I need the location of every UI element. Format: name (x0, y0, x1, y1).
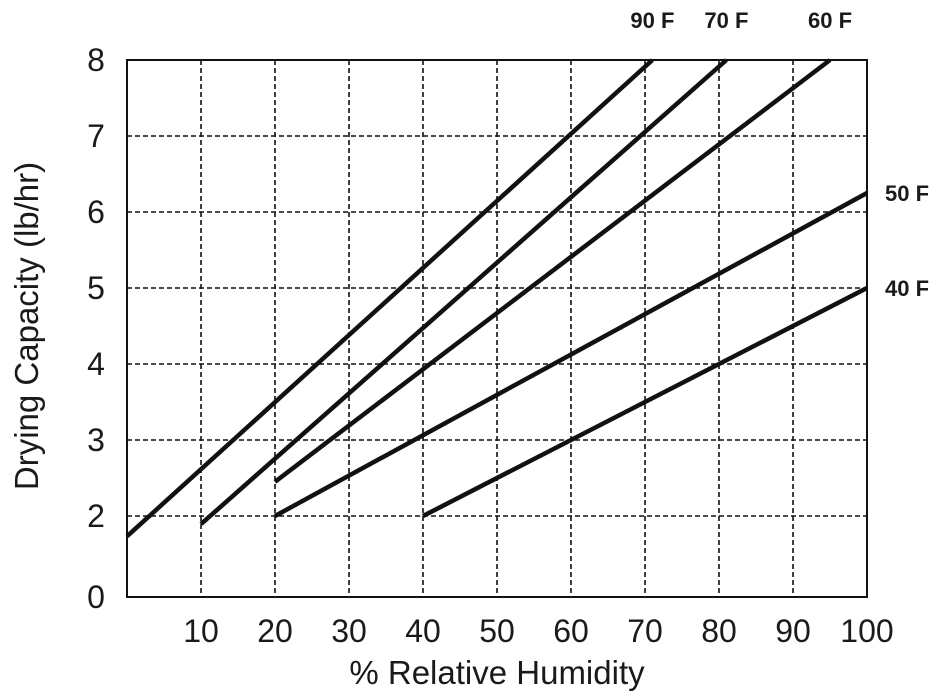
y-tick-label: 0 (87, 579, 105, 615)
series-label: 60 F (808, 8, 852, 33)
x-tick-label: 100 (840, 613, 893, 649)
x-tick-label: 50 (479, 613, 515, 649)
y-tick-label: 6 (87, 194, 105, 230)
y-tick-labels: 0 2 3 4 5 6 7 8 (87, 42, 105, 615)
y-tick-label: 8 (87, 42, 105, 78)
series-label: 90 F (630, 8, 674, 33)
series-line (421, 285, 869, 519)
x-tick-label: 70 (627, 613, 663, 649)
series-line (199, 58, 728, 526)
series-label: 50 F (885, 181, 929, 206)
series-line (273, 191, 869, 518)
x-tick-label: 20 (257, 613, 293, 649)
x-tick-label: 60 (553, 613, 589, 649)
series-line (273, 58, 832, 484)
series-line (125, 58, 654, 538)
y-tick-label: 3 (87, 422, 105, 458)
x-tick-label: 80 (701, 613, 737, 649)
series-lines (125, 58, 869, 538)
y-tick-label: 4 (87, 346, 105, 382)
y-tick-label: 7 (87, 118, 105, 154)
x-tick-label: 10 (183, 613, 219, 649)
plot-frame (126, 59, 868, 598)
x-axis-title: % Relative Humidity (349, 654, 645, 691)
x-tick-label: 90 (775, 613, 811, 649)
y-tick-label: 2 (87, 498, 105, 534)
x-tick-label: 30 (331, 613, 367, 649)
series-labels: 90 F 70 F 60 F 50 F 40 F (630, 8, 929, 301)
series-label: 40 F (885, 276, 929, 301)
x-tick-label: 40 (405, 613, 441, 649)
grid (127, 60, 867, 597)
series-label: 70 F (704, 8, 748, 33)
y-tick-label: 5 (87, 270, 105, 306)
x-tick-labels: 10 20 30 40 50 60 70 80 90 100 (183, 613, 893, 649)
y-axis-title: Drying Capacity (lb/hr) (8, 162, 45, 490)
